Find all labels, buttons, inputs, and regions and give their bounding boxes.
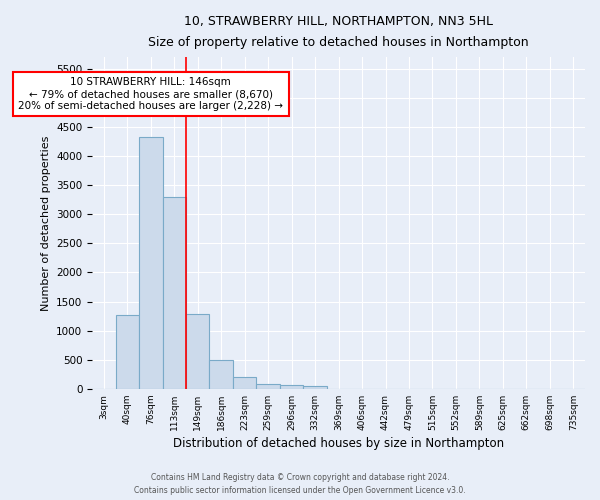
Bar bbox=[304, 386, 327, 389]
Bar bbox=[233, 376, 256, 389]
Title: 10, STRAWBERRY HILL, NORTHAMPTON, NN3 5HL
Size of property relative to detached : 10, STRAWBERRY HILL, NORTHAMPTON, NN3 5H… bbox=[148, 15, 529, 49]
Bar bbox=[139, 137, 163, 389]
Bar bbox=[163, 197, 186, 389]
Bar bbox=[209, 360, 233, 389]
Bar bbox=[186, 314, 209, 389]
Text: 10 STRAWBERRY HILL: 146sqm
← 79% of detached houses are smaller (8,670)
20% of s: 10 STRAWBERRY HILL: 146sqm ← 79% of deta… bbox=[19, 78, 283, 110]
Y-axis label: Number of detached properties: Number of detached properties bbox=[41, 136, 50, 310]
X-axis label: Distribution of detached houses by size in Northampton: Distribution of detached houses by size … bbox=[173, 437, 504, 450]
Text: Contains HM Land Registry data © Crown copyright and database right 2024.
Contai: Contains HM Land Registry data © Crown c… bbox=[134, 474, 466, 495]
Bar bbox=[256, 384, 280, 389]
Bar bbox=[280, 386, 304, 389]
Bar bbox=[116, 315, 139, 389]
